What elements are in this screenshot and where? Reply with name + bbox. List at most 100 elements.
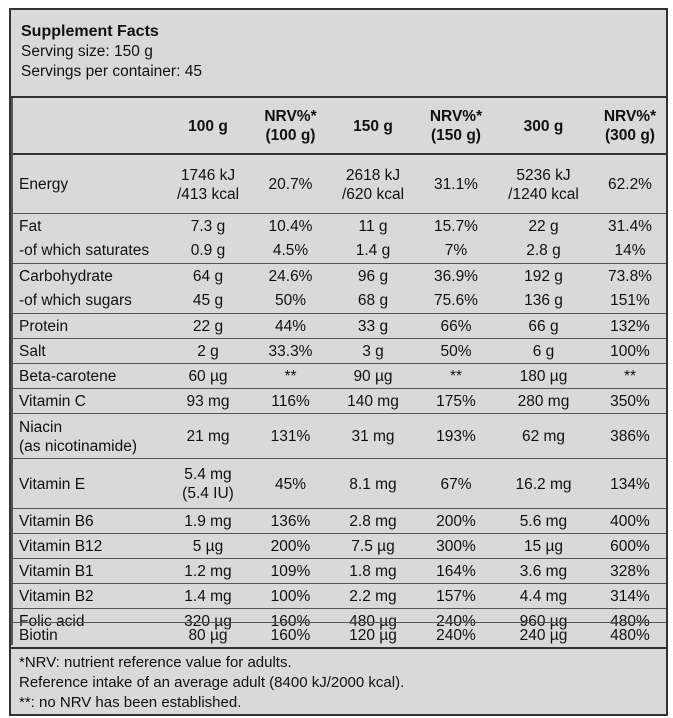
table-cell: 24.6% — [252, 264, 329, 289]
table-cell: 6 g — [495, 339, 592, 364]
table-cell: 160% — [252, 609, 329, 634]
cell-line: Vitamin C — [19, 393, 86, 410]
table-cell: 328% — [592, 559, 668, 584]
cell-line: 7.5 µg — [351, 538, 395, 555]
cell-line: Salt — [19, 343, 46, 360]
cell-line: 5 µg — [192, 538, 224, 555]
nutrient-name: Niacin (as nicotinamide) — [19, 414, 169, 459]
cell-line: 20.7% — [268, 176, 313, 193]
table-row: Energy 1746 kJ/413 kcal 20.7% 2618 kJ/620 k… — [11, 156, 666, 213]
cell-line: /1240 kcal — [508, 185, 579, 203]
table-cell: 157% — [417, 584, 495, 609]
table-cell: 600% — [592, 534, 668, 559]
table-cell: 31 mg — [329, 414, 417, 459]
cell-line: Vitamin E — [19, 475, 86, 493]
cell-line: (300 g) — [605, 127, 655, 144]
cell-line: 80 µg — [188, 627, 228, 644]
cell-line: 11 g — [358, 218, 388, 235]
nutrient-name: Vitamin B6 — [19, 509, 169, 534]
table-cell: 3.6 mg — [495, 559, 592, 584]
table-cell: 320 µg — [164, 609, 252, 634]
table-cell: 109% — [252, 559, 329, 584]
table-cell: 386% — [592, 414, 668, 459]
cell-line: 33 g — [357, 318, 389, 335]
cell-line: (150 g) — [431, 127, 481, 144]
cell-line: 280 mg — [517, 393, 570, 410]
table-cell: 134% — [592, 459, 668, 509]
table-cell: 1.2 mg — [164, 559, 252, 584]
cell-line: 1.4 g — [355, 242, 391, 259]
table-cell: 2.8 g — [495, 238, 592, 263]
table-cell: 62.2% — [592, 156, 668, 213]
nutrient-name: Biotin — [19, 623, 169, 648]
cell-line: 328% — [610, 563, 650, 580]
cell-line: 67% — [440, 475, 472, 493]
table-cell: 136 g — [495, 288, 592, 313]
table-cell: 33.3% — [252, 339, 329, 364]
cell-line: 50% — [440, 343, 472, 360]
table-cell: 80 µg — [164, 623, 252, 648]
table-cell: 7% — [417, 238, 495, 263]
column-header-row: 100 g NRV%* (100 g) 150 g NRV%* (150 g) 30… — [11, 99, 666, 153]
table-cell: 0.9 g — [164, 238, 252, 263]
cell-line: 193% — [436, 428, 476, 445]
cell-line: -of which saturates — [19, 242, 150, 259]
cell-line: 314% — [610, 588, 650, 605]
table-cell: 100% — [252, 584, 329, 609]
table-cell: 15 µg — [495, 534, 592, 559]
cell-line: /620 kcal — [341, 185, 405, 203]
table-cell: 151% — [592, 288, 668, 313]
table-cell: 5.4 mg (5.4 IU) — [164, 459, 252, 509]
cell-line: 100% — [610, 343, 650, 360]
table-cell: 240% — [417, 623, 495, 648]
table-row: Fat 7.3 g 10.4% 11 g 15.7% 22 g 31.4% — [11, 213, 666, 239]
cell-line: ** — [623, 368, 637, 385]
cell-line: /413 kcal — [176, 185, 240, 203]
cell-line: 150 g — [353, 117, 393, 135]
cell-line: 21 mg — [186, 428, 230, 445]
cell-line: -of which sugars — [19, 292, 132, 309]
column-header-300g: 300 g — [495, 99, 592, 153]
cell-line: Vitamin B1 — [19, 563, 94, 580]
table-cell: 120 µg — [329, 623, 417, 648]
cell-line: Fat — [19, 218, 42, 235]
cell-line: 157% — [436, 588, 476, 605]
cell-line: 2 g — [197, 343, 219, 360]
table-cell: 5236 kJ/1240 kcal — [495, 156, 592, 213]
table-row: Vitamin E 5.4 mg (5.4 IU) 45% 8.1 mg 67% 16.2 … — [11, 458, 666, 509]
cell-line: 134% — [610, 475, 650, 493]
cell-line: 60 µg — [188, 368, 228, 385]
nutrient-name: Protein — [19, 314, 169, 339]
table-row: Vitamin B12 5 µg 200% 7.5 µg 300% 15 µg 600% — [11, 533, 666, 559]
table-cell: 66% — [417, 314, 495, 339]
table-row: Niacin (as nicotinamide) 21 mg 131% 31 mg 193… — [11, 413, 666, 459]
cell-line: ** — [449, 368, 463, 385]
table-row: -of which saturates 0.9 g 4.5% 1.4 g 7% 2.8 g… — [11, 238, 666, 263]
nutrient-name: Beta-carotene — [19, 364, 169, 389]
footer-separator — [11, 647, 666, 649]
cell-line: 50% — [274, 292, 307, 309]
cell-line: 45% — [274, 475, 307, 493]
table-cell: 131% — [252, 414, 329, 459]
cell-line: 16.2 mg — [515, 475, 572, 493]
nutrient-name: -of which sugars — [19, 288, 169, 313]
cell-line: (100 g) — [265, 127, 316, 144]
cell-line: 22 g — [528, 218, 559, 235]
table-cell: 62 mg — [495, 414, 592, 459]
cell-line: 116% — [271, 393, 310, 410]
cell-line: 62.2% — [608, 176, 652, 193]
table-cell: 480% — [592, 623, 668, 648]
panel-header: Supplement Facts Serving size: 150 g Ser… — [11, 10, 666, 82]
table-cell: 240 µg — [495, 623, 592, 648]
cell-line: 151% — [610, 292, 650, 309]
nutrient-name: Energy — [19, 156, 169, 213]
table-cell: 1.4 g — [329, 238, 417, 263]
cell-line: 131% — [270, 428, 311, 445]
table-cell: 50% — [252, 288, 329, 313]
nutrient-name: Fat — [19, 214, 169, 239]
table-cell: 50% — [417, 339, 495, 364]
table-cell: 160% — [252, 623, 329, 648]
cell-line: 45 g — [192, 292, 224, 309]
cell-line: 300 g — [523, 117, 564, 135]
table-cell: 44% — [252, 314, 329, 339]
